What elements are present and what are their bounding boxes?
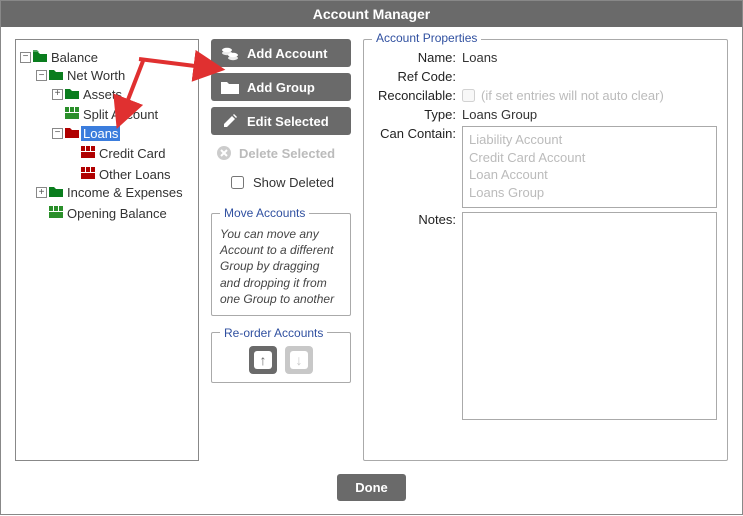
tree-node-balance[interactable]: − Balance <box>20 50 100 65</box>
tree-label: Loans <box>81 126 120 141</box>
type-value: Loans Group <box>462 107 717 122</box>
add-group-button[interactable]: Add Group <box>211 73 351 101</box>
tree-label: Net Worth <box>65 68 127 83</box>
list-item: Credit Card Account <box>469 149 710 167</box>
reorder-accounts-fieldset: Re-order Accounts ↑ ↓ <box>211 326 351 383</box>
add-account-button[interactable]: Add Account <box>211 39 351 67</box>
list-item: Loans Group <box>469 184 710 202</box>
checkbox-label: Show Deleted <box>253 175 334 190</box>
arrow-up-icon: ↑ <box>254 351 272 369</box>
register-icon <box>81 167 95 182</box>
expander-icon[interactable]: − <box>20 52 31 63</box>
move-accounts-fieldset: Move Accounts You can move any Account t… <box>211 206 351 316</box>
folder-icon <box>65 87 79 102</box>
edit-selected-button[interactable]: Edit Selected <box>211 107 351 135</box>
tree-node-otherloans[interactable]: Other Loans <box>68 167 173 182</box>
panel-legend: Account Properties <box>372 31 481 45</box>
tree-label: Balance <box>49 50 100 65</box>
show-deleted-checkbox[interactable] <box>231 176 244 189</box>
account-manager-window: Account Manager − Balance − <box>0 0 743 515</box>
window-body: − Balance − Net Worth <box>1 27 742 465</box>
reconcilable-label: Reconcilable: <box>374 88 462 103</box>
tree-label: Opening Balance <box>65 206 169 221</box>
button-label: Add Group <box>247 80 315 95</box>
register-icon <box>65 107 79 122</box>
folder-icon <box>49 185 63 200</box>
tree-node-networth[interactable]: − Net Worth <box>36 68 127 83</box>
window-footer: Done <box>1 465 742 509</box>
reconcilable-hint: (if set entries will not auto clear) <box>481 88 664 103</box>
tree-node-opening[interactable]: Opening Balance <box>36 206 169 221</box>
button-label: Done <box>355 480 388 495</box>
window-title: Account Manager <box>1 1 742 27</box>
fieldset-legend: Move Accounts <box>220 206 309 220</box>
tree-label: Other Loans <box>97 167 173 182</box>
folder-icon <box>65 126 79 141</box>
delete-selected-button: Delete Selected <box>211 141 351 165</box>
arrow-down-icon: ↓ <box>290 351 308 369</box>
tree-node-loans[interactable]: − Loans <box>52 126 120 141</box>
move-down-button: ↓ <box>285 346 313 374</box>
button-label: Edit Selected <box>247 114 329 129</box>
delete-icon <box>215 145 233 161</box>
show-deleted-row[interactable]: Show Deleted <box>211 171 351 196</box>
tree-label: Income & Expenses <box>65 185 185 200</box>
button-label: Delete Selected <box>239 146 335 161</box>
type-label: Type: <box>374 107 462 122</box>
notes-box <box>462 212 717 420</box>
expander-icon[interactable]: + <box>36 187 47 198</box>
pencil-icon <box>221 113 239 129</box>
move-accounts-text: You can move any Account to a different … <box>220 226 342 307</box>
account-tree-panel: − Balance − Net Worth <box>15 39 199 461</box>
register-icon <box>81 146 95 161</box>
tree-node-assets[interactable]: + Assets <box>52 87 124 102</box>
coins-icon <box>221 45 239 61</box>
cancontain-label: Can Contain: <box>374 126 462 141</box>
tree-node-incomeexp[interactable]: + Income & Expenses <box>36 185 185 200</box>
cancontain-listbox: Liability Account Credit Card Account Lo… <box>462 126 717 208</box>
list-item: Liability Account <box>469 131 710 149</box>
account-properties-panel: Account Properties Name: Loans Ref Code:… <box>363 39 728 461</box>
refcode-label: Ref Code: <box>374 69 462 84</box>
account-tree: − Balance − Net Worth <box>20 47 194 221</box>
name-value: Loans <box>462 50 717 65</box>
tree-label: Credit Card <box>97 146 167 161</box>
register-icon <box>49 206 63 221</box>
list-item: Loan Account <box>469 166 710 184</box>
tree-label: Assets <box>81 87 124 102</box>
tree-node-split[interactable]: Split Account <box>52 107 160 122</box>
folder-icon <box>49 68 63 83</box>
expander-icon[interactable]: − <box>52 128 63 139</box>
tree-node-creditcard[interactable]: Credit Card <box>68 146 167 161</box>
name-label: Name: <box>374 50 462 65</box>
actions-column: Add Account Add Group Edit Selected Dele… <box>211 39 351 461</box>
fieldset-legend: Re-order Accounts <box>220 326 327 340</box>
folder-icon <box>221 80 239 94</box>
button-label: Add Account <box>247 46 327 61</box>
properties-column: Account Properties Name: Loans Ref Code:… <box>363 39 728 461</box>
folder-icon <box>33 50 47 65</box>
tree-label: Split Account <box>81 107 160 122</box>
expander-icon[interactable]: + <box>52 89 63 100</box>
expander-icon[interactable]: − <box>36 70 47 81</box>
done-button[interactable]: Done <box>337 474 406 501</box>
notes-label: Notes: <box>374 212 462 227</box>
move-up-button[interactable]: ↑ <box>249 346 277 374</box>
reconcilable-checkbox <box>462 89 475 102</box>
